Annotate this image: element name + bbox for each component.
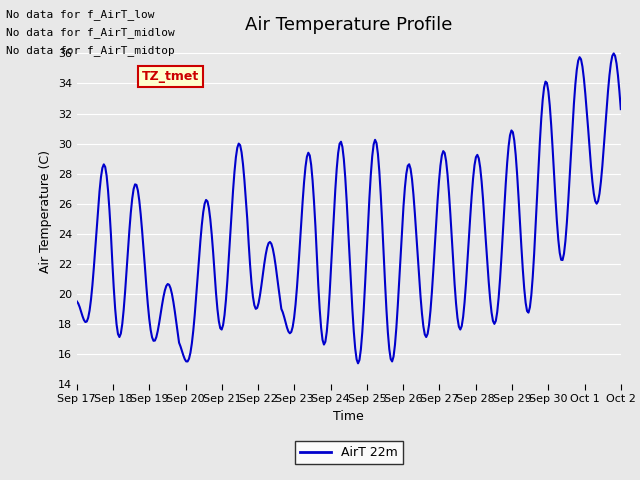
Text: No data for f_AirT_low: No data for f_AirT_low: [6, 9, 155, 20]
Y-axis label: Air Temperature (C): Air Temperature (C): [39, 150, 52, 273]
Text: No data for f_AirT_midtop: No data for f_AirT_midtop: [6, 45, 175, 56]
Legend: AirT 22m: AirT 22m: [295, 441, 403, 464]
Title: Air Temperature Profile: Air Temperature Profile: [245, 16, 452, 34]
X-axis label: Time: Time: [333, 410, 364, 423]
Text: TZ_tmet: TZ_tmet: [142, 70, 199, 83]
Text: No data for f_AirT_midlow: No data for f_AirT_midlow: [6, 27, 175, 38]
